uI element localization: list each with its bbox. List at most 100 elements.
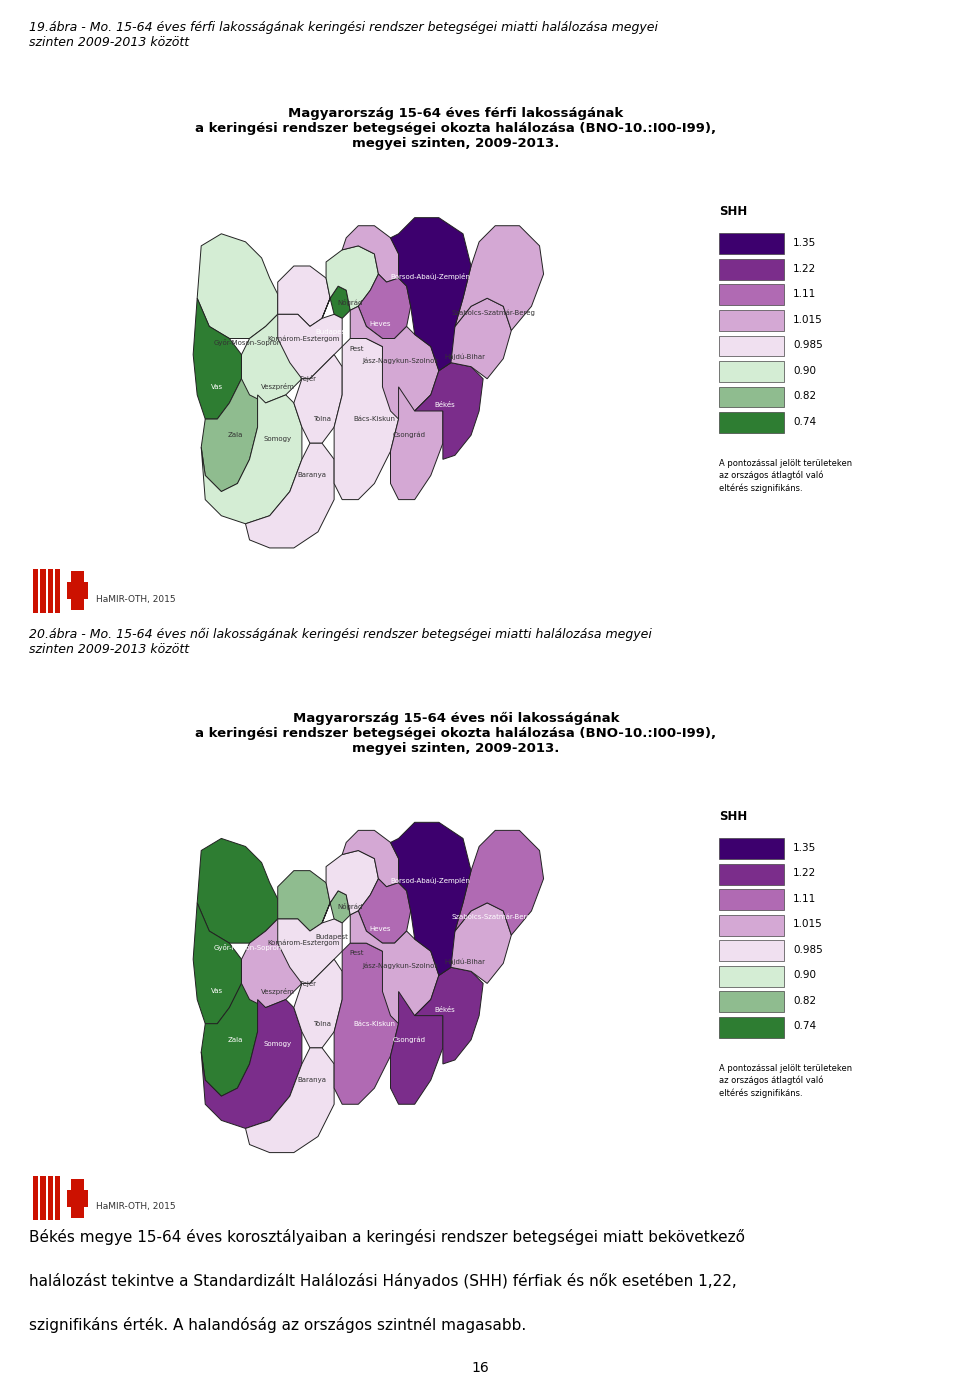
Text: Magyarország 15-64 éves női lakosságának
a keringési rendszer betegségei okozta : Magyarország 15-64 éves női lakosságának… xyxy=(196,712,716,755)
Bar xyxy=(71,1179,84,1218)
Bar xyxy=(719,234,783,254)
Polygon shape xyxy=(294,354,342,443)
Polygon shape xyxy=(242,919,310,1008)
Text: SHH: SHH xyxy=(719,206,748,218)
Text: Somogy: Somogy xyxy=(264,436,292,442)
Text: Csongrád: Csongrád xyxy=(392,432,425,438)
Bar xyxy=(719,915,783,935)
Polygon shape xyxy=(197,234,277,339)
Polygon shape xyxy=(358,274,411,339)
Bar xyxy=(719,940,783,960)
Polygon shape xyxy=(415,363,483,459)
Text: Heves: Heves xyxy=(370,926,391,933)
Polygon shape xyxy=(455,225,543,331)
Text: Vas: Vas xyxy=(211,988,224,994)
Text: Bács-Kiskun: Bács-Kiskun xyxy=(353,416,396,423)
Text: Jász-Nagykun-Szolnok: Jász-Nagykun-Szolnok xyxy=(362,962,439,969)
Text: 1.22: 1.22 xyxy=(793,869,816,878)
Polygon shape xyxy=(202,984,257,1097)
Text: Jász-Nagykun-Szolnok: Jász-Nagykun-Szolnok xyxy=(362,357,439,364)
Text: 19.ábra - Mo. 15-64 éves férfi lakosságának keringési rendszer betegségei miatti: 19.ábra - Mo. 15-64 éves férfi lakosságá… xyxy=(29,21,658,49)
Bar xyxy=(33,1176,38,1220)
Polygon shape xyxy=(202,999,301,1129)
Text: HaMIR-OTH, 2015: HaMIR-OTH, 2015 xyxy=(96,595,176,603)
Text: Békés megye 15-64 éves korosztályaiban a keringési rendszer betegségei miatt bek: Békés megye 15-64 éves korosztályaiban a… xyxy=(29,1229,745,1245)
Text: 1.015: 1.015 xyxy=(793,314,823,325)
Text: Fejér: Fejér xyxy=(300,375,317,382)
Text: HaMIR-OTH, 2015: HaMIR-OTH, 2015 xyxy=(96,1202,176,1211)
Polygon shape xyxy=(322,246,378,318)
Polygon shape xyxy=(246,443,334,548)
Polygon shape xyxy=(330,891,350,923)
Text: Baranya: Baranya xyxy=(298,1077,326,1083)
Text: Pest: Pest xyxy=(349,346,364,352)
Text: Budapest: Budapest xyxy=(316,329,348,335)
Text: Fejér: Fejér xyxy=(300,980,317,987)
Polygon shape xyxy=(391,823,471,976)
Polygon shape xyxy=(294,959,342,1048)
Bar xyxy=(719,361,783,382)
Text: Békés: Békés xyxy=(435,402,455,407)
Polygon shape xyxy=(330,286,350,318)
Text: Győr-Moson-Sopron: Győr-Moson-Sopron xyxy=(213,944,281,951)
Polygon shape xyxy=(358,878,411,944)
Polygon shape xyxy=(391,218,471,371)
Text: Szabolcs-Szatmár-Bereg: Szabolcs-Szatmár-Bereg xyxy=(451,913,535,920)
Text: Zala: Zala xyxy=(228,1037,243,1042)
Bar xyxy=(719,386,783,407)
Bar xyxy=(48,569,53,613)
Text: 1.11: 1.11 xyxy=(793,289,816,299)
Text: 0.90: 0.90 xyxy=(793,970,816,980)
Bar xyxy=(719,335,783,356)
Text: 0.82: 0.82 xyxy=(793,391,816,402)
Text: Békés: Békés xyxy=(435,1006,455,1012)
Polygon shape xyxy=(455,830,543,935)
Text: Heves: Heves xyxy=(370,321,391,328)
Text: 0.74: 0.74 xyxy=(793,1022,816,1031)
Polygon shape xyxy=(246,1048,334,1152)
Text: Veszprém: Veszprém xyxy=(261,988,295,995)
Polygon shape xyxy=(202,395,301,524)
Polygon shape xyxy=(277,314,342,378)
Text: 1.015: 1.015 xyxy=(793,919,823,930)
Polygon shape xyxy=(277,919,342,984)
Bar xyxy=(67,1190,88,1207)
Text: Vas: Vas xyxy=(211,384,224,389)
Text: Baranya: Baranya xyxy=(298,473,326,478)
Text: 1.11: 1.11 xyxy=(793,894,816,904)
Polygon shape xyxy=(334,339,398,499)
Text: 0.985: 0.985 xyxy=(793,341,823,350)
Bar xyxy=(719,259,783,279)
Text: A pontozással jelölt területeken
az országos átlagtól való
eltérés szignifikáns.: A pontozással jelölt területeken az orsz… xyxy=(719,459,852,493)
Text: Tolna: Tolna xyxy=(313,416,331,423)
Polygon shape xyxy=(350,306,439,418)
Text: Pest: Pest xyxy=(349,951,364,956)
Bar xyxy=(719,411,783,434)
Text: Tolna: Tolna xyxy=(313,1020,331,1027)
Bar xyxy=(719,838,783,859)
Polygon shape xyxy=(391,386,443,499)
Text: Zala: Zala xyxy=(228,432,243,438)
Polygon shape xyxy=(322,851,378,923)
Polygon shape xyxy=(277,265,330,327)
Polygon shape xyxy=(391,991,443,1104)
Bar xyxy=(719,890,783,910)
Text: szignifikáns érték. A halandóság az országos szintnél magasabb.: szignifikáns érték. A halandóság az orsz… xyxy=(29,1316,526,1333)
Text: A pontozással jelölt területeken
az országos átlagtól való
eltérés szignifikáns.: A pontozással jelölt területeken az orsz… xyxy=(719,1063,852,1098)
Bar xyxy=(719,966,783,987)
Polygon shape xyxy=(350,910,439,1023)
Text: 0.74: 0.74 xyxy=(793,417,816,427)
Bar xyxy=(40,569,46,613)
Text: 0.82: 0.82 xyxy=(793,995,816,1006)
Polygon shape xyxy=(415,967,483,1063)
Text: 1.35: 1.35 xyxy=(793,842,816,853)
Bar xyxy=(719,863,783,884)
Text: halálozást tekintve a Standardizált Halálozási Hányados (SHH) férfiak és nők ese: halálozást tekintve a Standardizált Halá… xyxy=(29,1273,736,1289)
Bar xyxy=(719,1016,783,1038)
Text: Bács-Kiskun: Bács-Kiskun xyxy=(353,1020,396,1027)
Polygon shape xyxy=(342,830,398,887)
Text: 16: 16 xyxy=(471,1361,489,1375)
Text: Veszprém: Veszprém xyxy=(261,384,295,391)
Text: SHH: SHH xyxy=(719,810,748,823)
Text: Somogy: Somogy xyxy=(264,1041,292,1047)
